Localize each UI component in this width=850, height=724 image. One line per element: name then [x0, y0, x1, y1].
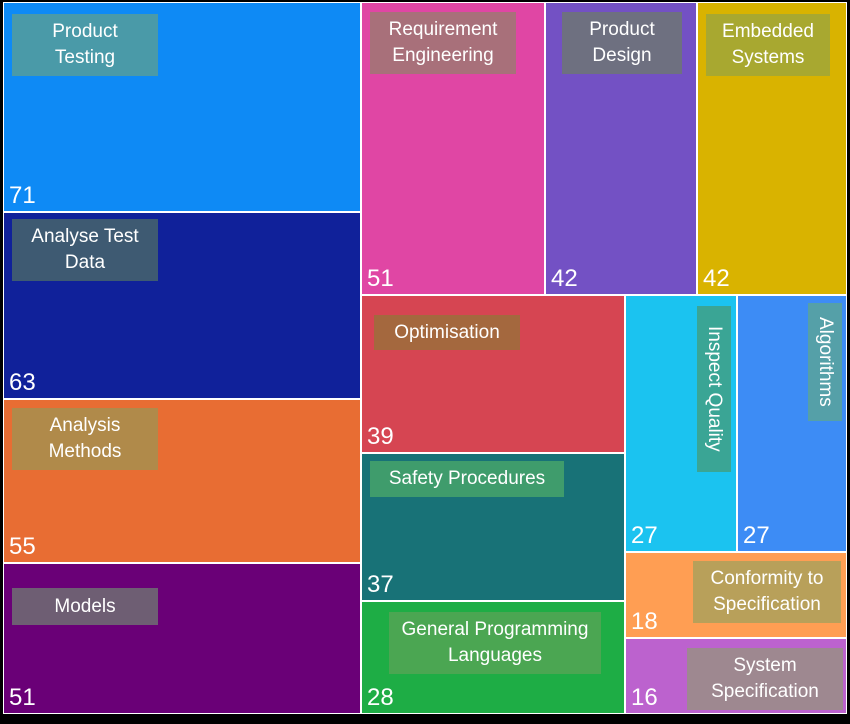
tile-conformity-to-specification: Conformity to Specification 18 [625, 552, 847, 638]
tile-label: Product Testing [12, 14, 158, 76]
tile-value: 28 [367, 684, 394, 711]
tile-value: 16 [631, 684, 658, 711]
tile-value: 71 [9, 182, 36, 209]
tile-algorithms: Algorithms 27 [737, 295, 847, 552]
tile-label: Inspect Quality [697, 306, 731, 472]
tile-value: 37 [367, 571, 394, 598]
tile-requirement-engineering: Requirement Engineering 51 [361, 2, 545, 295]
tile-value: 18 [631, 608, 658, 635]
tile-label: Product Design [562, 12, 682, 74]
tile-product-testing: Product Testing 71 [3, 2, 361, 212]
tile-value: 55 [9, 533, 36, 560]
tile-general-programming-languages: General Programming Languages 28 [361, 601, 625, 714]
tile-optimisation: Optimisation 39 [361, 295, 625, 453]
tile-value: 42 [703, 265, 730, 292]
tile-label: Embedded Systems [706, 14, 830, 76]
tile-analysis-methods: Analysis Methods 55 [3, 399, 361, 563]
tile-analyse-test-data: Analyse Test Data 63 [3, 212, 361, 399]
tile-value: 42 [551, 265, 578, 292]
tile-label: Analyse Test Data [12, 219, 158, 281]
tile-label: Models [12, 588, 158, 625]
bottom-border [0, 714, 850, 724]
tile-label: General Programming Languages [389, 612, 601, 674]
tile-value: 51 [367, 265, 394, 292]
tile-label: Requirement Engineering [370, 12, 516, 74]
tile-label: System Specification [687, 648, 843, 710]
tile-label: Analysis Methods [12, 408, 158, 470]
tile-label: Algorithms [808, 303, 842, 421]
tile-value: 27 [743, 522, 770, 549]
tile-value: 39 [367, 423, 394, 450]
tile-label: Optimisation [374, 315, 520, 350]
tile-value: 51 [9, 684, 36, 711]
tile-value: 63 [9, 369, 36, 396]
tile-value: 27 [631, 522, 658, 549]
tile-embedded-systems: Embedded Systems 42 [697, 2, 847, 295]
tile-label: Conformity to Specification [693, 561, 841, 623]
tile-label: Safety Procedures [370, 461, 564, 497]
tile-system-specification: System Specification 16 [625, 638, 847, 714]
tile-safety-procedures: Safety Procedures 37 [361, 453, 625, 601]
tile-models: Models 51 [3, 563, 361, 714]
tile-inspect-quality: Inspect Quality 27 [625, 295, 737, 552]
tile-product-design: Product Design 42 [545, 2, 697, 295]
